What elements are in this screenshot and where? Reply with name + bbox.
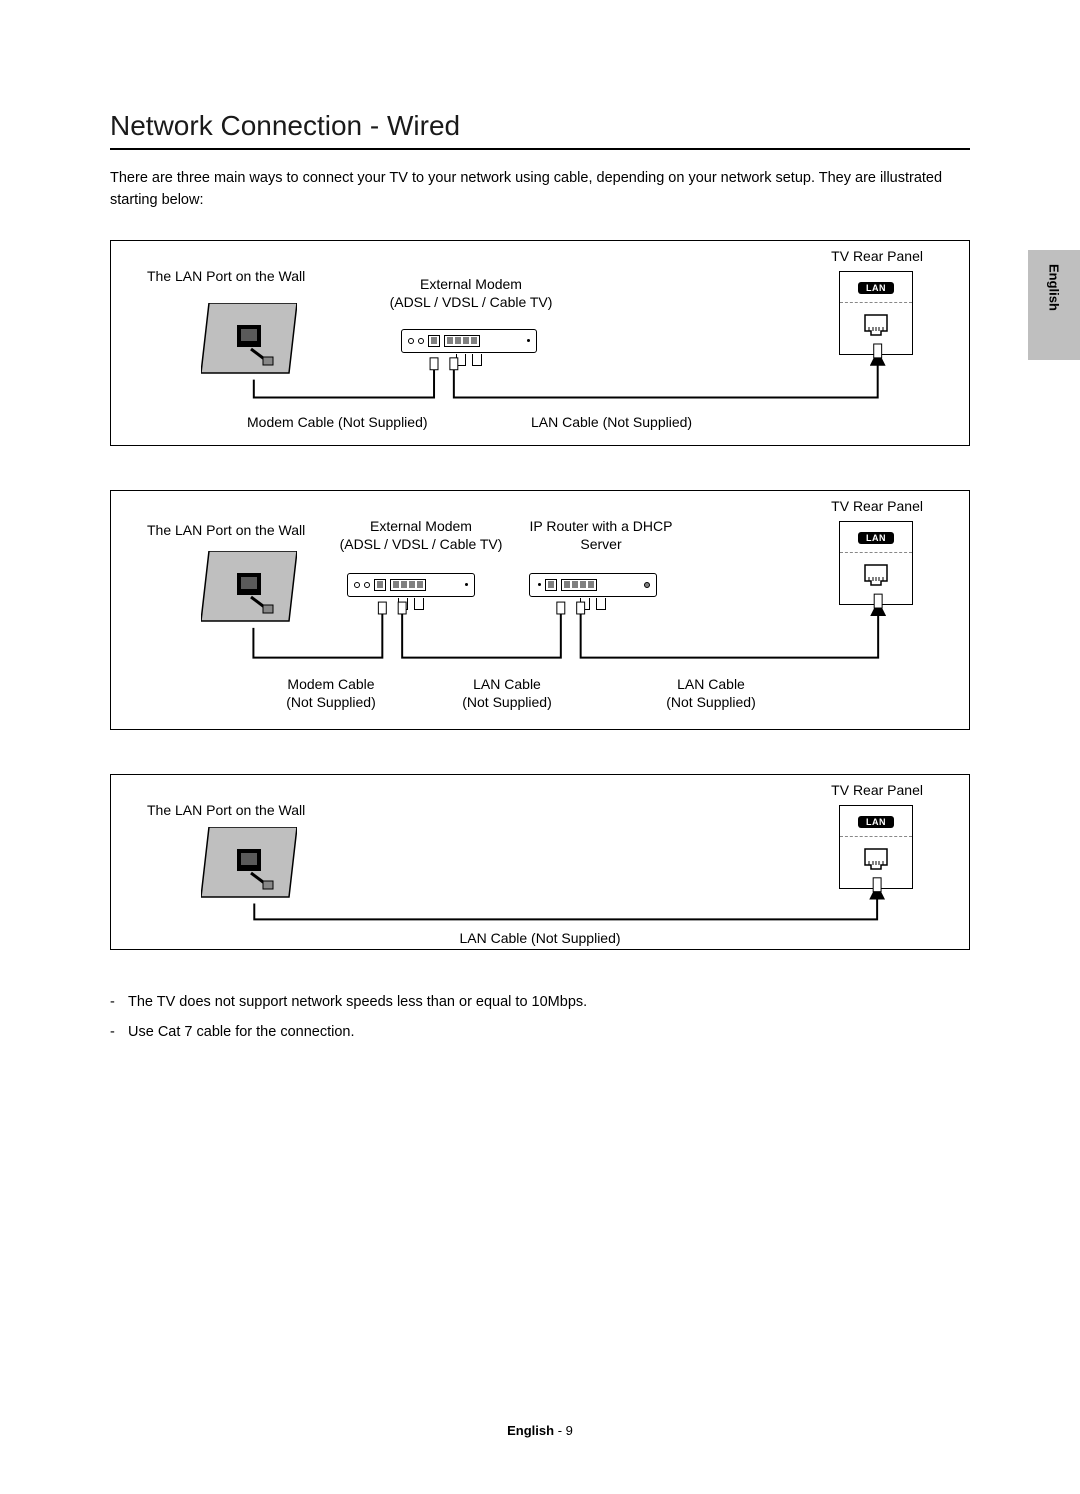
wall-port-icon-3 [201,827,297,905]
modem-cable-label: Modem Cable (Not Supplied) [247,413,428,431]
lan-cable-label-3: LAN Cable (Not Supplied) [111,929,969,947]
router-icon [529,573,657,597]
wall-label: The LAN Port on the Wall [147,267,305,285]
note-item: Use Cat 7 cable for the connection. [110,1024,970,1040]
page-content: Network Connection - Wired There are thr… [0,0,1080,1040]
lan-badge-2: LAN [858,532,894,544]
tv-panel-icon-3: LAN [839,805,913,889]
lan-cable-label-2b: LAN Cable(Not Supplied) [651,675,771,711]
tv-rear-label-2: TV Rear Panel [831,497,923,515]
modem-label: External Modem (ADSL / VDSL / Cable TV) [371,275,571,311]
tv-panel-icon-2: LAN [839,521,913,605]
wall-label-3: The LAN Port on the Wall [147,801,305,819]
modem-icon-2 [347,573,475,597]
notes-list: The TV does not support network speeds l… [110,994,970,1040]
page-title: Network Connection - Wired [110,110,970,150]
lan-badge: LAN [858,282,894,294]
lan-cable-label-2a: LAN Cable(Not Supplied) [447,675,567,711]
lan-cable-label: LAN Cable (Not Supplied) [531,413,692,431]
router-label: IP Router with a DHCP Server [511,517,691,553]
wall-port-icon [201,303,297,381]
footer-lang: English [507,1423,554,1438]
diagram-2: The LAN Port on the Wall External Modem … [110,490,970,730]
lan-badge-3: LAN [858,816,894,828]
diagram-1: The LAN Port on the Wall External Modem … [110,240,970,446]
lan-port-icon-2 [861,563,891,589]
diagram-3: The LAN Port on the Wall TV Rear Panel L… [110,774,970,950]
wall-port-icon-2 [201,551,297,629]
tv-rear-label-3: TV Rear Panel [831,781,923,799]
page-footer: English - 9 [0,1423,1080,1438]
modem-cable-label-2: Modem Cable(Not Supplied) [271,675,391,711]
intro-text: There are three main ways to connect you… [110,168,970,212]
modem-label-2: External Modem (ADSL / VDSL / Cable TV) [321,517,521,553]
footer-page: 9 [566,1423,573,1438]
tv-rear-label: TV Rear Panel [831,247,923,265]
lan-port-icon-3 [861,847,891,873]
tv-panel-icon: LAN [839,271,913,355]
wall-label-2: The LAN Port on the Wall [147,521,305,539]
modem-icon [401,329,537,353]
note-item: The TV does not support network speeds l… [110,994,970,1010]
lan-port-icon [861,313,891,339]
